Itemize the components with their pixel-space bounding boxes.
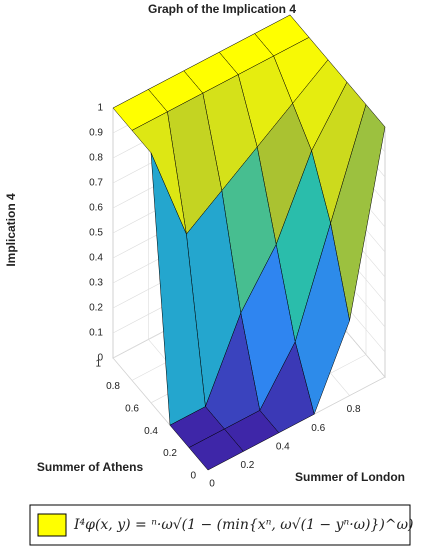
x-axis-label: Summer of London — [295, 470, 405, 484]
y-tick-label: 0.6 — [125, 403, 139, 414]
y-tick-label: 0.2 — [163, 448, 177, 459]
z-axis-label: Implication 4 — [4, 193, 18, 267]
z-tick-label: 0 — [97, 353, 103, 364]
z-tick-label: 0.3 — [89, 278, 103, 289]
y-tick-label: 0.4 — [144, 426, 158, 437]
z-tick-label: 0.6 — [89, 203, 103, 214]
z-tick-label: 0.9 — [89, 128, 103, 139]
legend-swatch — [37, 513, 67, 537]
y-tick-label: 1 — [95, 359, 101, 370]
z-tick-label: 1 — [97, 103, 103, 114]
legend-box — [29, 504, 411, 546]
x-tick-label: 0.8 — [347, 404, 361, 415]
z-tick-label: 0.5 — [89, 228, 103, 239]
x-tick-label: 0.6 — [311, 423, 325, 434]
x-tick-label: 0.4 — [276, 441, 290, 452]
legend-label: I⁴φ(x, y) = ⁿ·ω√(1 − (min{xⁿ, ω√(1 − yⁿ·… — [73, 517, 414, 533]
surface-patch — [188, 428, 244, 471]
x-tick-label: 0.2 — [240, 460, 254, 471]
y-tick-label: 0.8 — [106, 381, 120, 392]
z-tick-label: 0.1 — [89, 328, 103, 339]
chart-title: Graph of the Implication 4 — [148, 2, 296, 16]
y-tick-label: 0 — [190, 471, 196, 482]
x-tick-label: 0 — [209, 479, 215, 490]
z-tick-label: 0.8 — [89, 153, 103, 164]
z-tick-label: 0.7 — [89, 178, 103, 189]
z-tick-label: 0.2 — [89, 303, 103, 314]
y-axis-label: Summer of Athens — [37, 460, 144, 474]
z-tick-label: 0.4 — [89, 253, 103, 264]
